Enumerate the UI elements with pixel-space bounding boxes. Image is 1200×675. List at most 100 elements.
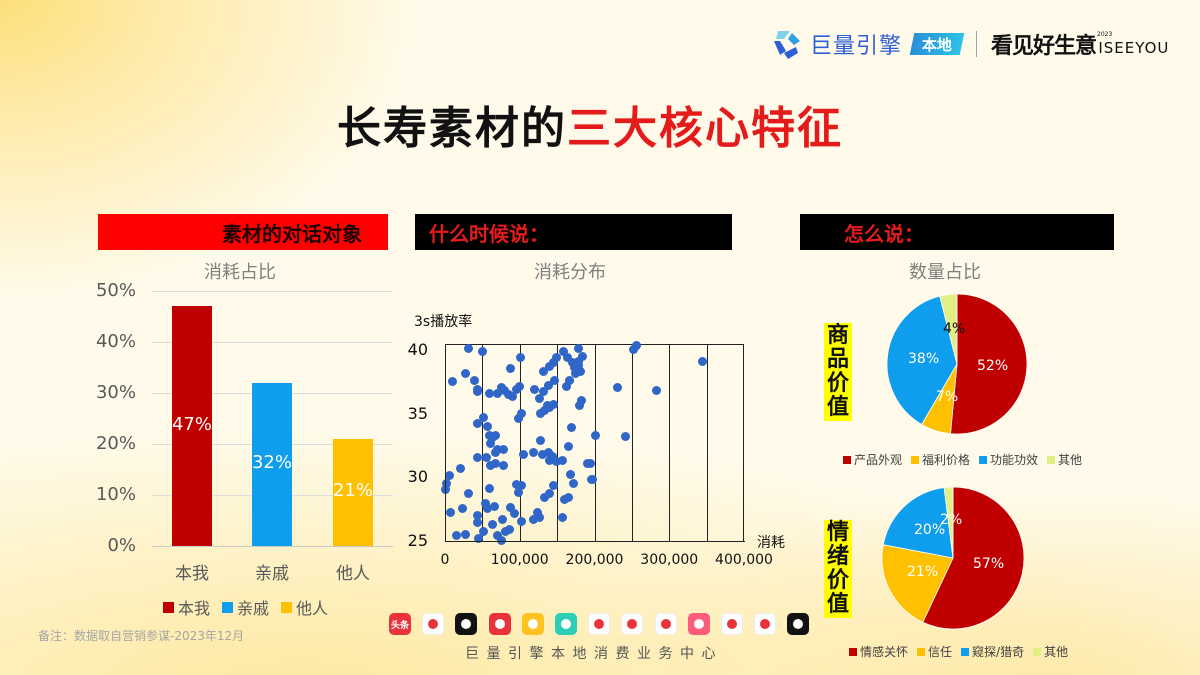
- bar-gridline: [152, 342, 393, 343]
- bar-gridline: [152, 291, 393, 292]
- scatter-point: [483, 421, 493, 431]
- bar-value-label: 47%: [171, 414, 212, 436]
- scatter-point: [578, 351, 588, 361]
- pie-value-label: 38%: [908, 351, 940, 367]
- bar-1: [252, 382, 292, 546]
- pie-value-label: 21%: [907, 564, 939, 580]
- slogan: 看见好生意: [991, 34, 1097, 59]
- scatter-point: [515, 382, 525, 392]
- bar-category-label: 亲戚: [255, 564, 289, 584]
- scatter-point: [539, 492, 549, 502]
- scatter-point: [566, 470, 576, 479]
- scatter-point: [513, 487, 523, 497]
- scatter-point: [446, 508, 456, 518]
- pie-value-label: 4%: [943, 321, 966, 337]
- scatter-point: [461, 529, 471, 539]
- scatter-point: [480, 499, 490, 509]
- scatter-point: [533, 508, 543, 518]
- scatter-point: [486, 439, 496, 449]
- scatter-gridline: [482, 345, 484, 541]
- scatter-point: [516, 408, 526, 418]
- scatter-x-tick: 100,000: [490, 552, 549, 568]
- scatter-point: [492, 388, 502, 398]
- scatter-x-label: 消耗: [757, 535, 785, 551]
- legend-item: 其他: [1033, 643, 1068, 660]
- scatter-point: [456, 463, 466, 473]
- scatter-point: [652, 385, 662, 395]
- scatter-point: [464, 343, 474, 353]
- fanqie-free-icon: [654, 613, 677, 635]
- legend-swatch-icon: [849, 647, 857, 656]
- pie-side-label-emotion: 情绪价值: [824, 520, 852, 618]
- scatter-point: [485, 388, 495, 398]
- toutiao-icon: 头条: [389, 613, 411, 635]
- bar-2: [333, 438, 373, 546]
- scatter-point: [558, 346, 568, 356]
- scatter-point: [473, 387, 483, 397]
- scatter-x-tick: 200,000: [565, 552, 624, 568]
- pie-emotion-legend: 情感关怀 信任 窥探/猎奇 其他: [849, 643, 1077, 660]
- bar-category-label: 本我: [175, 564, 209, 584]
- scatter-point: [479, 412, 489, 422]
- title-part-1: 长寿素材的: [337, 103, 567, 154]
- scatter-y-axis: [445, 344, 446, 542]
- douyin-icon: [455, 613, 478, 635]
- legend-item: 福利价格: [911, 451, 970, 468]
- data-source-note: 备注：数据取自营销参谋-2023年12月: [38, 629, 245, 643]
- scatter-point: [574, 343, 584, 353]
- scatter-point: [536, 435, 546, 445]
- section-header-when: 什么时候说：: [415, 214, 732, 250]
- scatter-point: [489, 501, 499, 511]
- scatter-y-tick: 35: [407, 403, 428, 423]
- scatter-point: [486, 461, 496, 471]
- scatter-point: [512, 480, 522, 490]
- scatter-point: [485, 430, 495, 440]
- xingfuli-icon: [754, 613, 777, 635]
- bar-value-label: 21%: [332, 480, 373, 502]
- scatter-point: [498, 514, 508, 524]
- scatter-point: [518, 449, 528, 459]
- scatter-point: [587, 475, 597, 485]
- scatter-point: [563, 442, 573, 451]
- scatter-point: [473, 510, 483, 520]
- legend-swatch-icon: [979, 455, 988, 464]
- pie-chart-product-value: [886, 293, 1028, 435]
- pie-chart-emotional-value: [881, 486, 1025, 630]
- scatter-point: [576, 396, 586, 406]
- scatter-plot-area: [441, 341, 744, 546]
- scatter-point: [530, 384, 540, 394]
- scatter-point: [539, 366, 549, 376]
- scatter-gridline: [706, 345, 708, 541]
- xingtu-icon: [687, 613, 710, 635]
- scatter-point: [567, 357, 577, 367]
- scatter-point: [545, 489, 555, 499]
- scatter-point: [538, 449, 548, 459]
- bar-y-tick: 0%: [107, 535, 136, 556]
- scatter-y-label: 3s播放率: [414, 314, 473, 330]
- scatter-point: [447, 377, 457, 387]
- legend-item: 功能功效: [979, 451, 1038, 468]
- scatter-point: [491, 458, 501, 468]
- bar-category-label: 他人: [336, 564, 370, 584]
- pie-slice: [882, 487, 954, 559]
- scatter-point: [506, 503, 516, 513]
- scatter-point: [549, 375, 559, 385]
- scatter-point: [516, 517, 526, 527]
- scatter-gridline: [669, 345, 671, 541]
- scatter-point: [548, 481, 558, 491]
- pie-value-label: 7%: [936, 389, 959, 405]
- pipixia-icon: [554, 613, 577, 635]
- page-title: 长寿素材的三大核心特征: [0, 92, 1180, 156]
- scatter-point: [473, 419, 483, 429]
- title-part-2: 三大核心特征: [567, 103, 843, 154]
- scatter-point: [628, 345, 638, 355]
- pie-value-label: 57%: [973, 556, 1005, 572]
- legend-item: 情感关怀: [849, 643, 908, 660]
- lark-icon: [720, 613, 743, 635]
- scatter-point: [506, 364, 516, 374]
- pie-slice: [922, 486, 1025, 630]
- scatter-point: [613, 383, 623, 393]
- scatter-point: [490, 448, 500, 458]
- scatter-point: [474, 533, 484, 543]
- scatter-point: [548, 357, 558, 367]
